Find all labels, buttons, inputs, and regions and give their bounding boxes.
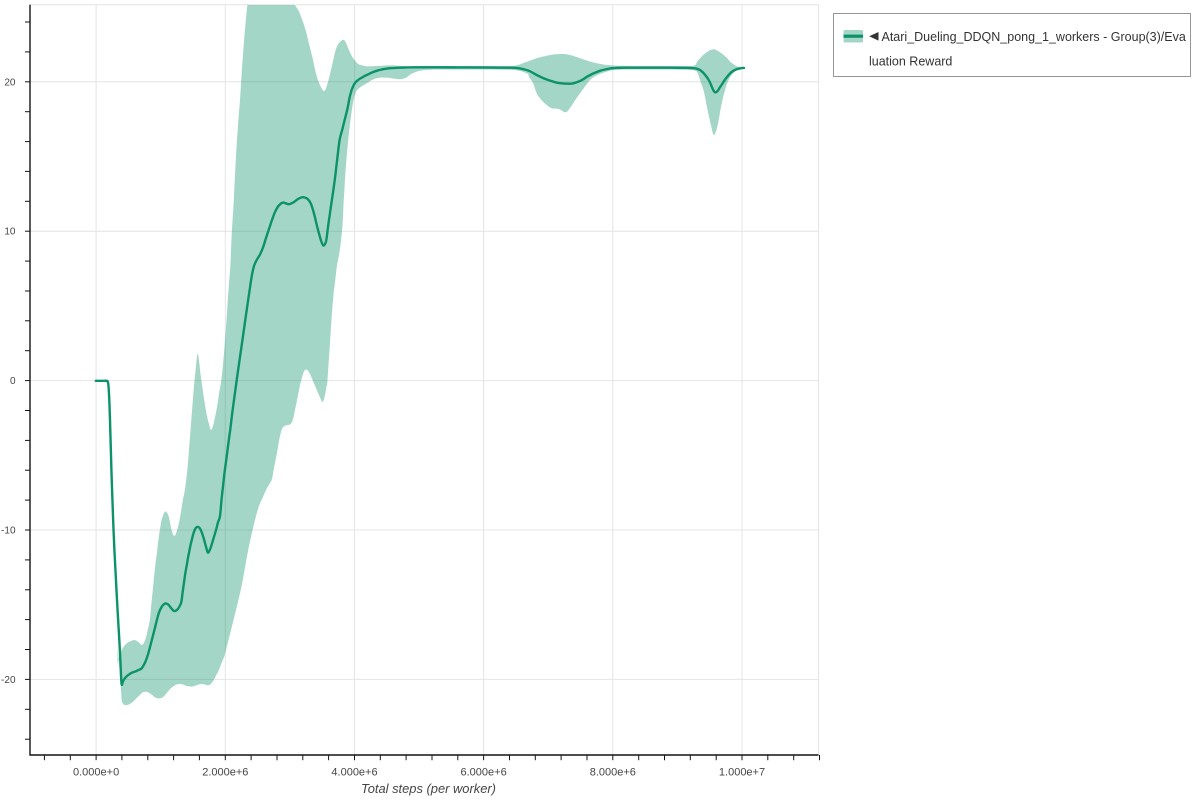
svg-text:-10: -10: [1, 526, 16, 537]
svg-text:2.000e+6: 2.000e+6: [202, 766, 248, 778]
svg-text:0: 0: [10, 376, 16, 387]
svg-text:20: 20: [4, 77, 16, 88]
svg-text:Atari_Dueling_DDQN_pong_1_work: Atari_Dueling_DDQN_pong_1_workers - Grou…: [882, 30, 1186, 44]
svg-text:6.000e+6: 6.000e+6: [461, 766, 507, 778]
svg-text:-20: -20: [1, 675, 16, 686]
svg-text:1.000e+7: 1.000e+7: [719, 766, 765, 778]
svg-text:8.000e+6: 8.000e+6: [590, 766, 636, 778]
svg-text:10: 10: [4, 227, 16, 238]
svg-text:4.000e+6: 4.000e+6: [331, 766, 377, 778]
svg-text:0.000e+0: 0.000e+0: [73, 766, 119, 778]
svg-text:luation Reward: luation Reward: [869, 55, 952, 69]
svg-text:Total steps (per worker): Total steps (per worker): [361, 781, 496, 796]
